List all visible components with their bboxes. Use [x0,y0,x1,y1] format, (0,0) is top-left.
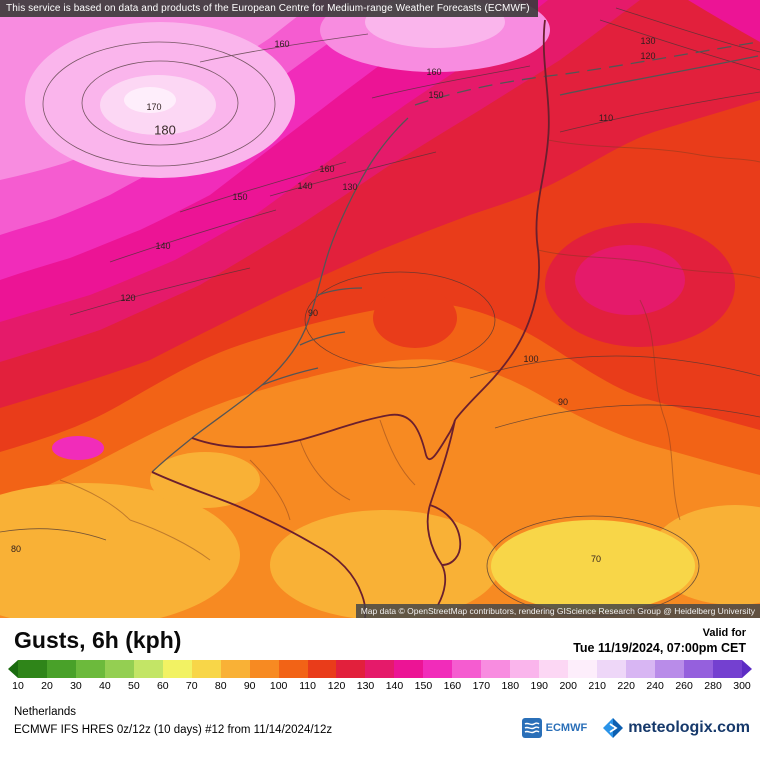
legend-segment [365,660,395,678]
service-notice-bar: This service is based on data and produc… [0,0,538,17]
legend-segment [423,660,453,678]
legend-segment [278,660,308,678]
footer-bottom: Netherlands ECMWF IFS HRES 0z/12z (10 da… [0,694,760,746]
legend-tick-label: 280 [704,680,722,692]
valid-block: Valid for Tue 11/19/2024, 07:00pm CET [573,627,746,655]
legend-segment [394,660,424,678]
legend-tick-label: 140 [385,680,404,692]
admin-borders [59,139,760,561]
ecmwf-logo[interactable]: ECMWF [521,717,588,738]
legend: 10 20 30 40 50 60 70 80 90 100 110 120 130 140 150 160 1… [0,660,760,694]
meta-block: Netherlands ECMWF IFS HRES 0z/12z (10 da… [14,704,332,740]
page-title: Gusts, 6h (kph) [14,627,182,653]
legend-tick-label: 200 [559,680,577,692]
legend-tick-label: 120 [327,680,346,692]
legend-tick-label: 70 [185,680,198,692]
legend-tick-label: 40 [99,680,111,692]
legend-tick-label: 10 [12,680,24,692]
legend-tick-label: 190 [530,680,549,692]
footer: Gusts, 6h (kph) Valid for Tue 11/19/2024… [0,618,760,760]
legend-tick-label: 220 [617,680,635,692]
gust-map-svg [0,0,760,618]
meteologix-logo[interactable]: meteologix.com [603,717,750,738]
legend-segment [712,660,742,678]
legend-tick-label: 30 [70,680,82,692]
legend-segment [452,660,482,678]
legend-tick-label: 260 [675,680,693,692]
footer-top: Gusts, 6h (kph) Valid for Tue 11/19/2024… [0,618,760,657]
legend-segment [46,660,76,678]
map-attribution: Map data © OpenStreetMap contributors, r… [355,604,760,618]
legend-segment [597,660,627,678]
gust-field [0,0,760,618]
legend-segment [162,660,192,678]
legend-tick-label: 300 [733,680,751,692]
legend-segment [481,660,511,678]
legend-tick-label: 90 [243,680,256,692]
legend-segment [568,660,598,678]
meteologix-label: meteologix.com [628,718,750,736]
legend-segments [18,660,742,678]
legend-tick-label: 180 [501,680,520,692]
ecmwf-icon [521,717,542,738]
legend-labels: 10 20 30 40 50 60 70 80 90 100 110 120 130 140 150 160 1… [8,680,752,694]
legend-segment [626,660,655,678]
logos: ECMWF meteologix.com [521,717,750,740]
legend-tick-label: 50 [127,680,140,692]
legend-segment [75,660,105,678]
legend-segment [654,660,684,678]
valid-time: Tue 11/19/2024, 07:00pm CET [573,641,746,655]
legend-segment [18,660,47,678]
legend-tick-label: 130 [356,680,375,692]
legend-tick-label: 80 [214,680,227,692]
legend-tick-label: 100 [269,680,288,692]
isolines [0,7,760,617]
country-borders [151,19,550,618]
legend-bar [8,660,752,678]
legend-tick-label: 60 [156,680,169,692]
legend-tick-label: 150 [414,680,433,692]
legend-segment [220,660,250,678]
legend-segment [683,660,713,678]
legend-tip-left [8,660,18,678]
service-notice-text: This service is based on data and produc… [6,3,530,14]
model-info: ECMWF IFS HRES 0z/12z (10 days) #12 from… [14,723,333,736]
valid-for-label: Valid for [702,627,746,639]
legend-segment [307,660,337,678]
legend-segment [133,660,163,678]
legend-segment [510,660,540,678]
map-attribution-text: Map data © OpenStreetMap contributors, r… [360,606,755,616]
legend-segment [336,660,366,678]
region-label: Netherlands [14,706,77,718]
legend-tip-right [742,660,752,678]
legend-tick-label: 110 [299,680,316,692]
legend-segment [191,660,221,678]
legend-tick-label: 210 [588,680,606,692]
legend-tick-label: 20 [41,680,53,692]
legend-segment [249,660,279,678]
legend-segment [104,660,134,678]
legend-tick-label: 160 [443,680,462,692]
legend-tick-label: 170 [472,680,491,692]
weather-map[interactable]: 160 130 120 160 150 170 180 110 160 140 130 150 140 1… [0,0,760,618]
legend-tick-label: 240 [646,680,664,692]
ecmwf-label: ECMWF [545,721,588,734]
legend-segment [539,660,569,678]
meteologix-icon [603,717,624,738]
